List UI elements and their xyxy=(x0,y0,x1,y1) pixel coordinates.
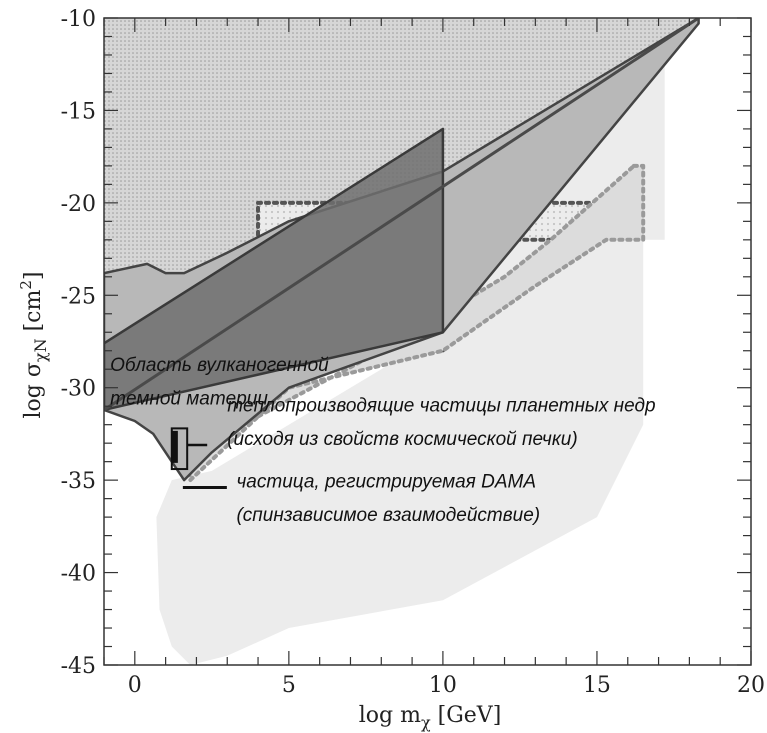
lines-layer xyxy=(104,18,700,412)
y-tick-label: -10 xyxy=(61,7,96,32)
regions-layer xyxy=(104,18,700,665)
annotations-layer: Область вулканогенной темной материитепло… xyxy=(110,355,655,526)
y-tick-label: -35 xyxy=(61,469,96,494)
x-tick-label: 20 xyxy=(737,673,765,698)
y-axis-title: log σχN [cm2] xyxy=(17,272,50,419)
y-tick-label: -15 xyxy=(61,99,96,124)
x-tick-label: 0 xyxy=(128,673,142,698)
annotation-dama_2: (спинзависимое взаимодействие) xyxy=(236,505,540,526)
markers-layer xyxy=(170,427,227,490)
y-tick-label: -30 xyxy=(61,377,96,402)
y-tick-label: -25 xyxy=(61,284,96,309)
heat-particle-box xyxy=(170,427,189,471)
region-excluded-top xyxy=(104,18,699,274)
y-tick-label: -20 xyxy=(61,192,96,217)
y-tick-label: -45 xyxy=(61,654,96,679)
dama-point xyxy=(171,430,178,463)
region-dark-parallelogram xyxy=(104,127,445,412)
annotation-volcanogenic_2: темной материи xyxy=(110,388,268,409)
x-tick-label: 10 xyxy=(429,673,457,698)
plot-frame xyxy=(103,17,752,666)
y-tick-label: -40 xyxy=(61,562,96,587)
axes-layer: 0 5 10 15 20 -10 -15 -20 -25 -30 -35 -40 -45 xyxy=(61,7,765,698)
x-axis-title: log mχ [GeV] xyxy=(359,703,502,732)
diagonal-line xyxy=(104,18,700,412)
x-tick-label: 15 xyxy=(583,673,611,698)
annotation-volcanogenic_1: Область вулканогенной xyxy=(110,355,329,376)
annotation-dama_1: частица, регистрируемая DAMA xyxy=(236,472,536,493)
annotation-heat_1: теплопроизводящие частицы планетных недр xyxy=(227,396,655,417)
region-dotted-wedge xyxy=(182,163,646,483)
x-tick-label: 5 xyxy=(282,673,296,698)
annotation-heat_2: (исходя из свойств космической печки) xyxy=(227,429,577,450)
